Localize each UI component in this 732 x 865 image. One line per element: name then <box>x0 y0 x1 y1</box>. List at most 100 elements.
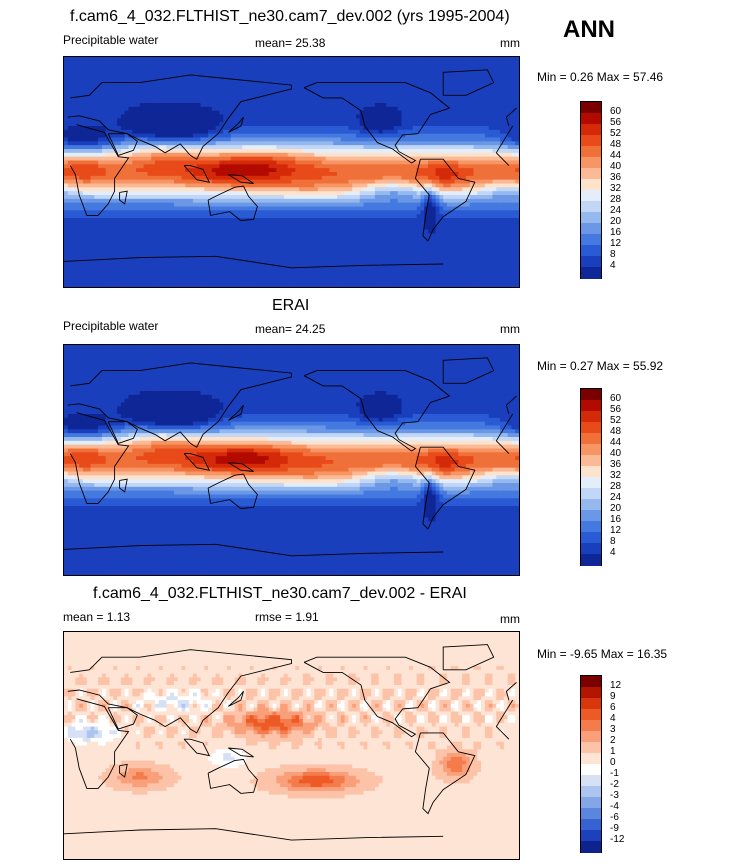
coastline <box>414 446 476 530</box>
colorbar-box <box>581 808 601 820</box>
panel-obs-title: ERAI <box>272 297 309 315</box>
coastline <box>228 462 254 472</box>
panel-obs-mean-label: mean= 24.25 <box>255 322 325 336</box>
coastline <box>442 644 495 671</box>
colorbar-box <box>581 532 601 544</box>
colorbar-box <box>581 168 601 180</box>
coastline <box>183 738 211 757</box>
colorbar-box <box>581 389 601 401</box>
panel-diff-colorbar <box>580 675 602 853</box>
colorbar-box <box>581 135 601 147</box>
colorbar-box <box>581 234 601 246</box>
colorbar-box <box>581 775 601 787</box>
colorbar-tick-label: 12 <box>610 526 621 536</box>
colorbar-box <box>581 466 601 478</box>
colorbar-box <box>581 786 601 798</box>
panel-diff-title: f.cam6_4_032.FLTHIST_ne30.cam7_dev.002 -… <box>93 585 467 603</box>
coastline <box>69 412 514 504</box>
colorbar-tick-label: 52 <box>610 416 621 426</box>
colorbar-tick-label: 40 <box>610 162 621 172</box>
coastline <box>228 116 244 133</box>
panel-obs-colorbar <box>580 388 602 566</box>
colorbar-tick-label: 4 <box>610 714 616 724</box>
map-field-cells <box>64 632 519 859</box>
colorbar-box <box>581 709 601 721</box>
colorbar-tick-label: -6 <box>610 813 619 823</box>
coastline <box>64 828 444 841</box>
colorbar-box <box>581 124 601 136</box>
colorbar-box <box>581 742 601 754</box>
colorbar-tick-label: 24 <box>610 206 621 216</box>
colorbar-box <box>581 444 601 456</box>
colorbar-box <box>581 102 601 114</box>
colorbar-tick-label: 52 <box>610 129 621 139</box>
panel-model-map <box>63 56 520 288</box>
colorbar-tick-label: 6 <box>610 703 616 713</box>
coastline <box>107 133 138 156</box>
colorbar-tick-label: 40 <box>610 449 621 459</box>
coastline <box>183 165 211 183</box>
colorbar-tick-label: 20 <box>610 504 621 514</box>
colorbar-box <box>581 764 601 776</box>
colorbar-tick-label: 8 <box>610 537 616 547</box>
colorbar-box <box>581 753 601 765</box>
coastline <box>442 69 495 96</box>
colorbar-box <box>581 411 601 423</box>
coastline <box>64 255 444 269</box>
coastline <box>228 747 254 758</box>
colorbar-box <box>581 841 601 853</box>
colorbar-tick-label: 56 <box>610 405 621 415</box>
panel-diff-rmse-label: rmse = 1.91 <box>255 610 319 624</box>
coastline <box>107 421 138 444</box>
panel-model-title: f.cam6_4_032.FLTHIST_ne30.cam7_dev.002 (… <box>70 8 510 26</box>
coastline-group <box>64 644 517 841</box>
colorbar-tick-label: -3 <box>610 791 619 801</box>
coastline <box>69 124 514 216</box>
colorbar-box <box>581 400 601 412</box>
colorbar-box <box>581 543 601 555</box>
colorbar-box <box>581 499 601 511</box>
colorbar-box <box>581 422 601 434</box>
colorbar-box <box>581 731 601 743</box>
colorbar-tick-label: 60 <box>610 394 621 404</box>
colorbar-box <box>581 720 601 732</box>
panel-obs-map-svg <box>64 345 519 575</box>
colorbar-tick-label: 36 <box>610 173 621 183</box>
colorbar-box <box>581 698 601 710</box>
colorbar-tick-label: 28 <box>610 195 621 205</box>
coastline <box>119 763 128 778</box>
coastline <box>69 698 514 789</box>
colorbar-tick-label: 9 <box>610 692 616 702</box>
colorbar-box <box>581 455 601 467</box>
colorbar-box <box>581 554 601 566</box>
colorbar-tick-label: 0 <box>610 758 616 768</box>
colorbar-tick-label: 56 <box>610 118 621 128</box>
coastline <box>228 404 244 421</box>
panel-model-map-svg <box>64 57 519 287</box>
colorbar-tick-label: -2 <box>610 780 619 790</box>
colorbar-tick-label: 8 <box>610 250 616 260</box>
colorbar-box <box>581 830 601 842</box>
panel-diff-map <box>63 631 520 860</box>
colorbar-box <box>581 488 601 500</box>
colorbar-tick-label: 1 <box>610 747 616 757</box>
colorbar-box <box>581 223 601 235</box>
colorbar-box <box>581 190 601 202</box>
coastline <box>119 190 128 205</box>
colorbar-box <box>581 267 601 279</box>
colorbar-box <box>581 819 601 831</box>
colorbar-box <box>581 433 601 445</box>
colorbar-tick-label: 32 <box>610 471 621 481</box>
panel-obs-units-label: mm <box>500 322 520 336</box>
panel-diff-map-svg <box>64 632 519 859</box>
panel-model-variable-label: Precipitable water <box>63 33 158 47</box>
colorbar-box <box>581 687 601 699</box>
colorbar-tick-label: 2 <box>610 736 616 746</box>
coastline <box>183 453 211 471</box>
panel-model-minmax-label: Min = 0.26 Max = 57.46 <box>537 70 663 84</box>
panel-model-colorbar <box>580 101 602 279</box>
panel-obs-variable-label: Precipitable water <box>63 319 158 333</box>
colorbar-tick-label: 12 <box>610 239 621 249</box>
panel-model-units-label: mm <box>500 36 520 50</box>
coastline <box>303 370 451 452</box>
